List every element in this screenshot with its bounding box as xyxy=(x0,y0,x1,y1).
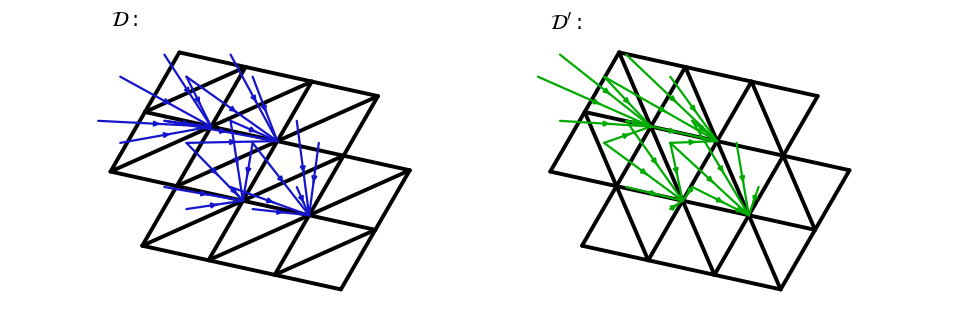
Text: $\mathcal{D}':$: $\mathcal{D}':$ xyxy=(550,11,583,33)
Text: $\mathcal{D}:$: $\mathcal{D}:$ xyxy=(110,11,138,30)
